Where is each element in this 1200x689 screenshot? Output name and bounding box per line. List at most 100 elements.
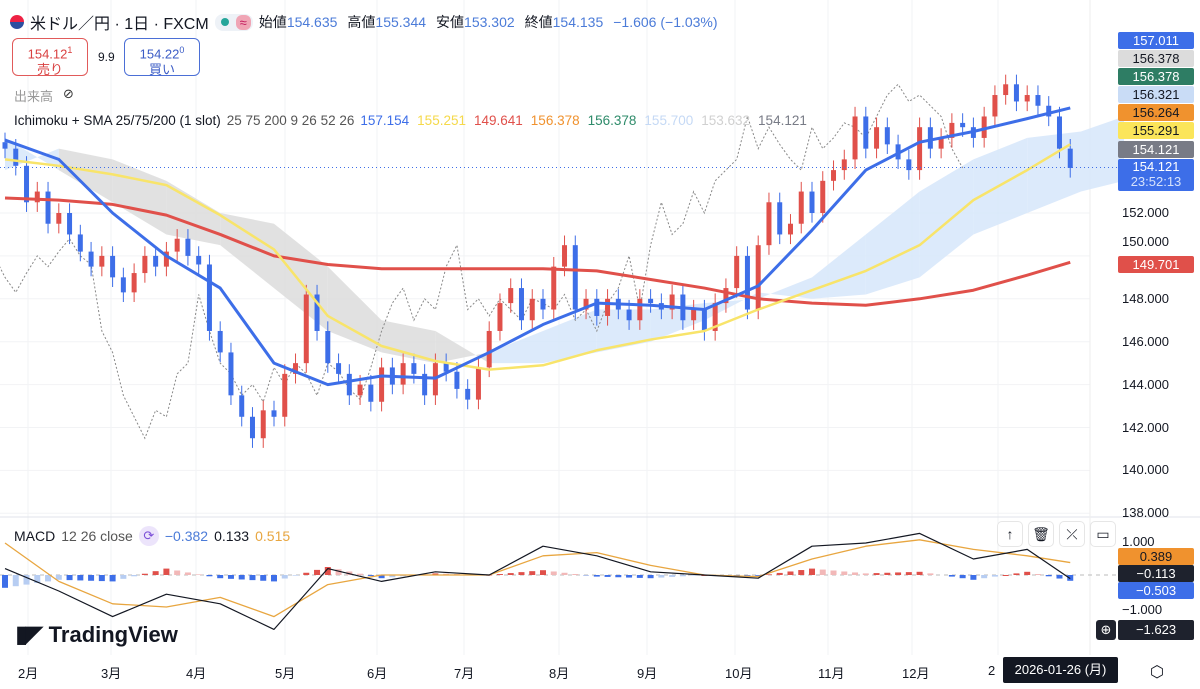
macd-histogram-bar: [12, 575, 19, 587]
add-alert-icon[interactable]: ⊕: [1096, 620, 1116, 640]
macd-histogram-bar: [45, 575, 52, 582]
macd-histogram-bar: [1045, 575, 1052, 577]
candle-body: [282, 373, 288, 417]
collapse-pane-button[interactable]: ⤫: [1059, 521, 1085, 547]
macd-histogram-bar: [841, 571, 848, 575]
ichimoku-cloud-segment: [543, 309, 597, 364]
refresh-icon[interactable]: ⟳: [138, 526, 159, 546]
candle-body: [271, 410, 277, 417]
month-tick: 6月: [367, 666, 388, 681]
candle-body: [336, 363, 342, 374]
sell-price: 154.12: [27, 46, 68, 62]
ichimoku-cloud-segment: [327, 266, 382, 353]
macd-histogram-bar: [873, 573, 880, 575]
candle-body: [626, 309, 632, 321]
month-tick: 7月: [454, 666, 475, 681]
candle-body: [755, 245, 761, 310]
candle-body: [981, 116, 987, 138]
ichimoku-cloud-segment: [650, 303, 705, 342]
candle-body: [24, 165, 30, 203]
open-value: 154.635: [286, 14, 338, 30]
candle-body: [56, 213, 62, 224]
macd-histogram-bar: [357, 573, 364, 575]
move-pane-up-button[interactable]: ↑: [997, 521, 1023, 547]
high-label: 高値: [347, 14, 376, 30]
candle-body: [798, 191, 804, 224]
ichimoku-cloud-segment: [58, 148, 113, 203]
macd-histogram-bar: [959, 575, 966, 579]
tradingview-logo[interactable]: ▮◤ TradingView: [15, 620, 178, 649]
indicator-legend[interactable]: Ichimoku + SMA 25/75/200 (1 slot) 25 75 …: [14, 113, 807, 128]
candle-body: [110, 255, 116, 278]
macd-hist-value: −0.382: [164, 528, 209, 544]
macd-histogram-bar: [184, 572, 191, 575]
macd-legend[interactable]: MACD 12 26 close ⟳ −0.382 0.133 0.515: [14, 526, 290, 546]
macd-histogram-bar: [550, 571, 557, 575]
macd-histogram-bar: [152, 571, 159, 575]
close-label: 終値: [524, 14, 553, 30]
macd-histogram-bar: [572, 574, 579, 575]
macd-histogram-bar: [744, 575, 751, 576]
sell-button[interactable]: 154.121 売り: [12, 38, 88, 77]
candle-body: [368, 384, 374, 402]
eye-off-icon[interactable]: ⊘: [63, 86, 74, 101]
tv-logo-icon: ▮◤: [15, 621, 44, 648]
macd-histogram-bar: [1056, 575, 1063, 579]
macd-histogram-bar: [292, 575, 299, 576]
candle-body: [13, 148, 19, 166]
candle-body: [475, 367, 481, 400]
candle-body: [325, 330, 331, 364]
macd-label: −0.503: [1118, 582, 1194, 599]
macd-histogram-bar: [561, 572, 568, 575]
macd-histogram-bar: [916, 571, 923, 575]
volume-legend[interactable]: 出来高 ⊘: [14, 86, 74, 105]
candle-body: [949, 122, 955, 138]
buy-price: 154.22: [139, 46, 180, 62]
candle-body: [99, 255, 105, 267]
month-tick: 3月: [101, 666, 122, 681]
us-flag-icon: [10, 15, 24, 29]
sell-price-pip: 1: [67, 45, 73, 55]
candle-body: [874, 127, 880, 149]
delete-pane-button[interactable]: 🗑: [1028, 521, 1054, 547]
macd-histogram-bar: [2, 575, 8, 588]
buy-button[interactable]: 154.220 買い: [124, 38, 200, 77]
symbol-title[interactable]: 米ドル／円 · 1日 · FXCM: [30, 16, 209, 33]
candle-body: [669, 294, 675, 310]
macd-histogram-bar: [895, 572, 902, 575]
candle-body: [314, 294, 320, 331]
indicator-value: 156.378: [530, 113, 580, 128]
price-label: 156.378: [1118, 50, 1194, 67]
ichimoku-cloud-segment: [435, 330, 490, 364]
candle-body: [701, 309, 707, 331]
candle-body: [293, 363, 299, 374]
low-label: 安値: [436, 14, 465, 30]
settings-icon[interactable]: ⬡: [1150, 664, 1164, 681]
macd-histogram-bar: [367, 575, 374, 576]
macd-histogram-bar: [830, 570, 837, 575]
change-value: −1.606 (−1.03%): [613, 14, 718, 30]
maximize-pane-button[interactable]: ▭: [1090, 521, 1116, 547]
candle-body: [766, 202, 772, 246]
candle-body: [562, 245, 568, 267]
sma200-line: [4, 196, 1071, 307]
indicator-name: Ichimoku + SMA 25/75/200 (1 slot): [14, 113, 221, 128]
candle-body: [163, 251, 169, 267]
candle-body: [906, 159, 912, 171]
price-tick: 152.000: [1122, 205, 1169, 220]
ichimoku-cloud-segment: [919, 159, 974, 278]
ichimoku-cloud-segment: [381, 320, 436, 364]
candle-body: [540, 298, 546, 310]
candle-body: [917, 127, 923, 171]
market-open-dot-icon: [220, 18, 229, 26]
candle-body: [809, 191, 815, 213]
macd-histogram-bar: [690, 575, 697, 576]
candle-body: [1013, 84, 1019, 102]
macd-params: 12 26 close: [61, 528, 133, 544]
macd-line-value: 0.133: [214, 528, 250, 544]
macd-histogram-bar: [658, 575, 665, 578]
macd-histogram-bar: [163, 568, 170, 575]
candle-body: [637, 298, 643, 321]
market-status[interactable]: ≈: [214, 13, 253, 31]
